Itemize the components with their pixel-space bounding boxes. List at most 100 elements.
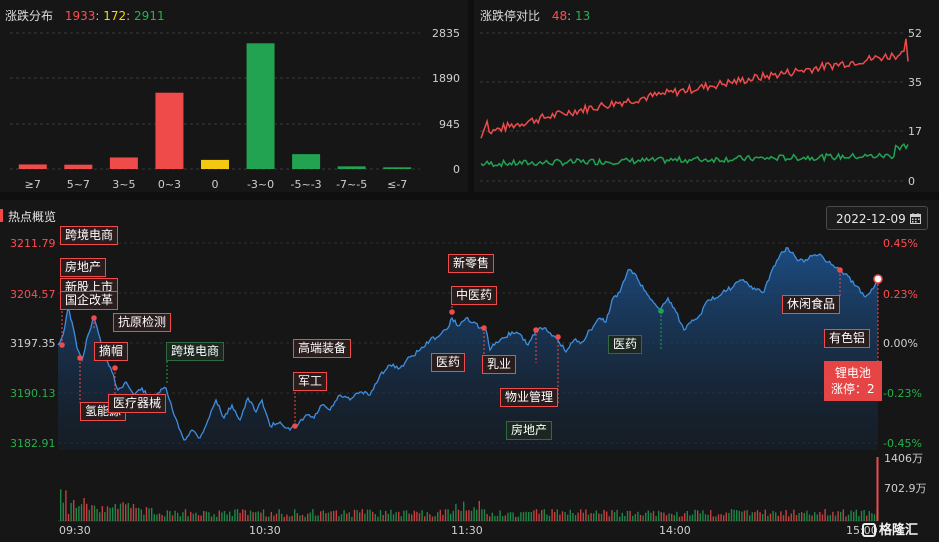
volume-bar [153,514,155,521]
pct-tick-2: 0.23% [883,288,918,301]
volume-bar [138,507,140,521]
volume-bar [60,489,62,521]
volume-bar [247,515,249,521]
volume-bar [736,510,738,521]
volume-bar [239,512,241,521]
topic-tag[interactable]: 有色铝 [824,329,871,348]
current-price-marker [873,274,883,284]
topic-tag[interactable]: 医药 [431,353,466,372]
volume-bar [127,503,129,521]
volume-bar [860,511,863,521]
volume-bar [707,514,709,521]
volume-bar [390,509,392,521]
volume-bar [486,514,488,521]
topic-tag[interactable]: 乳业 [482,355,517,374]
time-label-1500: 15:00 [846,524,878,537]
topic-tag[interactable]: 摘帽 [94,342,129,361]
volume-bar [858,516,860,521]
volume-bar [777,515,779,521]
volume-bar [871,513,873,521]
volume-bar [260,512,262,521]
volume-bar [793,509,795,521]
volume-bar [751,512,753,521]
volume-bar [522,512,525,521]
volume-bar [73,500,75,521]
volume-bar [158,513,161,521]
volume-bar [65,490,67,521]
volume-bar [619,516,621,521]
volume-bar [408,513,410,521]
category-label: 3~5 [112,178,135,191]
volume-bar [668,513,670,521]
volume-bar [234,509,236,521]
volume-bar [598,513,600,521]
volume-bar [244,510,246,521]
topic-tag[interactable]: 房地产 [506,421,553,440]
volume-bar [496,515,499,521]
volume-bar [156,514,158,521]
topic-tag[interactable]: 跨境电商 [60,226,119,245]
topic-tag[interactable]: 新零售 [448,254,495,273]
volume-bar [608,516,610,521]
volume-bar [312,509,314,521]
volume-bar [816,514,818,521]
volume-bar [572,512,574,521]
topic-tag[interactable]: 国企改革 [60,291,119,310]
volume-bar [101,506,103,521]
hot-overview-title: 热点概览 [0,208,56,225]
volume-bar [582,512,584,521]
volume-bar [356,510,358,521]
topic-tag[interactable]: 医疗器械 [108,394,167,413]
topic-tag[interactable]: 抗原检测 [113,313,172,332]
volume-bar [502,516,504,521]
volume-bar [457,509,460,521]
limit-up-topic-tag[interactable]: 锂电池 涨停：2 [824,361,882,401]
topic-tag[interactable]: 休闲食品 [782,295,841,314]
volume-bar [213,514,215,521]
volume-bar [738,510,740,521]
up-count: 1933 [64,9,96,23]
volume-bar [190,511,192,521]
volume-bar [86,503,88,521]
volume-bar [671,513,673,521]
time-label-1400: 14:00 [659,524,691,537]
volume-bar [819,511,821,521]
date-value: 2022-12-09 [836,212,906,226]
volume-bar [317,515,319,521]
y-tick-label: 17 [908,125,922,138]
volume-bar [130,507,132,521]
topic-tag[interactable]: 高端装备 [293,339,352,358]
volume-bar [78,506,80,521]
volume-bar [832,511,834,521]
volume-bar [694,509,696,521]
volume-bar [756,510,759,521]
volume-bar [470,510,473,521]
topic-tag[interactable]: 军工 [293,372,328,391]
bar [155,92,184,169]
volume-bar [759,512,761,521]
volume-bar [780,511,782,521]
volume-bar [429,514,431,521]
volume-bar [717,514,720,521]
volume-bar [811,515,813,521]
volume-bar [236,509,239,521]
limit-up-topic-name: 锂电池 [834,366,871,380]
volume-bar [494,515,496,521]
topic-tag[interactable]: 中医药 [451,286,498,305]
volume-bar [764,509,766,521]
volume-bar [187,516,189,521]
topic-tag[interactable]: 物业管理 [500,388,559,407]
topic-tag[interactable]: 房地产 [60,258,107,277]
volume-bar [278,509,280,521]
volume-bar [343,510,345,521]
price-tick-3: 3197.35 [10,337,56,350]
pct-tick-4: -0.23% [883,387,922,400]
volume-bar [151,507,153,521]
volume-bar [478,500,480,521]
date-picker[interactable]: 2022-12-09 [826,206,928,230]
topic-tag[interactable]: 跨境电商 [166,342,225,361]
volume-bar [715,516,717,521]
topic-tag[interactable]: 医药 [608,335,643,354]
volume-bar [80,504,83,521]
volume-bar [600,513,603,521]
